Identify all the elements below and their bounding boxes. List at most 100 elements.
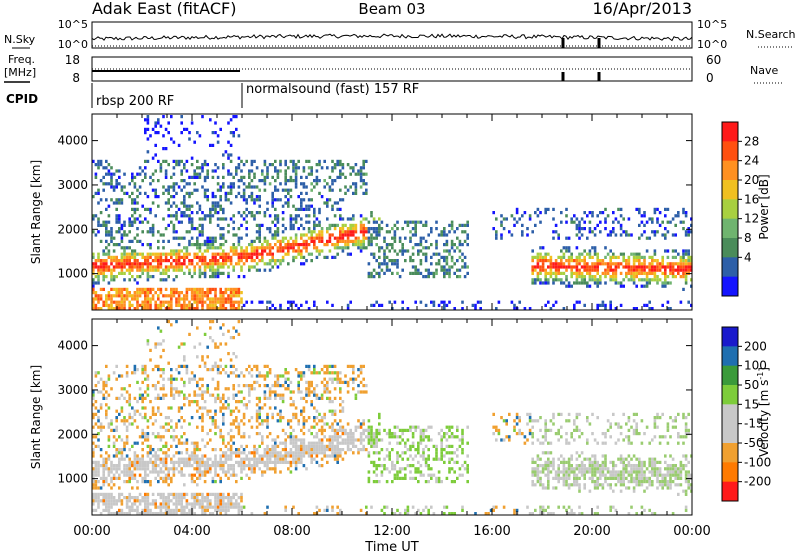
range-gate-cell xyxy=(305,467,308,471)
range-gate-cell xyxy=(162,460,165,464)
range-gate-cell xyxy=(162,239,165,243)
range-gate-cell xyxy=(253,444,256,448)
range-gate-cell xyxy=(105,390,108,394)
range-gate-cell xyxy=(193,502,196,506)
range-gate-cell xyxy=(123,419,126,423)
range-gate-cell xyxy=(690,223,693,227)
range-gate-cell xyxy=(684,281,688,285)
range-gate-cell xyxy=(302,409,306,413)
range-gate-cell xyxy=(185,169,189,173)
range-gate-cell xyxy=(326,217,329,221)
range-gate-cell xyxy=(339,207,342,211)
range-gate-cell xyxy=(258,179,261,183)
range-gate-cell xyxy=(359,438,363,442)
range-gate-cell xyxy=(154,505,157,509)
range-gate-cell xyxy=(154,214,157,218)
range-gate-cell xyxy=(105,259,108,263)
range-gate-cell xyxy=(456,259,459,263)
range-gate-cell xyxy=(292,255,295,259)
range-gate-cell xyxy=(193,175,196,179)
range-gate-cell xyxy=(120,198,124,202)
range-gate-cell xyxy=(375,451,378,455)
range-gate-cell xyxy=(235,287,238,291)
range-gate-cell xyxy=(336,163,339,167)
range-gate-cell xyxy=(302,262,306,266)
range-gate-cell xyxy=(593,246,597,250)
range-gate-cell xyxy=(240,444,243,448)
range-gate-cell xyxy=(417,451,420,455)
range-gate-cell xyxy=(206,198,209,202)
range-gate-cell xyxy=(255,364,259,368)
range-gate-cell xyxy=(112,265,116,269)
range-gate-cell xyxy=(276,412,280,416)
range-gate-cell xyxy=(346,239,350,243)
range-gate-cell xyxy=(339,387,342,391)
range-gate-cell xyxy=(287,243,290,247)
range-gate-cell xyxy=(222,163,225,167)
range-gate-cell xyxy=(294,416,298,420)
range-gate-cell xyxy=(242,303,246,307)
range-gate-cell xyxy=(154,300,157,304)
range-gate-cell xyxy=(500,214,503,218)
range-gate-cell xyxy=(632,259,636,263)
range-gate-cell xyxy=(211,262,215,266)
range-gate-cell xyxy=(302,438,306,442)
range-gate-cell xyxy=(315,179,319,183)
range-gate-cell xyxy=(614,271,618,275)
range-gate-cell xyxy=(141,406,144,410)
range-gate-cell xyxy=(183,496,186,500)
range-gate-cell xyxy=(248,243,251,247)
range-gate-cell xyxy=(331,380,334,384)
range-gate-cell xyxy=(258,223,261,227)
range-gate-cell xyxy=(115,214,118,218)
range-gate-cell xyxy=(240,499,243,503)
range-gate-cell xyxy=(235,329,238,333)
range-gate-cell xyxy=(209,207,212,211)
range-gate-cell xyxy=(157,262,160,266)
range-gate-cell xyxy=(240,300,243,304)
range-gate-cell xyxy=(588,265,592,269)
range-gate-cell xyxy=(149,211,152,215)
range-gate-cell xyxy=(315,422,319,426)
range-gate-cell xyxy=(235,419,238,423)
range-gate-cell xyxy=(183,380,186,384)
range-gate-cell xyxy=(118,467,121,471)
range-gate-cell xyxy=(146,118,150,122)
range-gate-cell xyxy=(268,467,272,471)
range-gate-cell xyxy=(185,441,189,445)
range-gate-cell xyxy=(370,428,373,432)
range-gate-cell xyxy=(326,422,329,426)
range-gate-cell xyxy=(118,287,121,291)
range-gate-cell xyxy=(404,444,407,448)
range-gate-cell xyxy=(279,416,282,420)
range-gate-cell xyxy=(253,464,256,468)
range-gate-cell xyxy=(302,464,306,468)
range-gate-cell xyxy=(206,239,209,243)
range-gate-cell xyxy=(157,448,160,452)
range-gate-cell xyxy=(664,227,667,231)
range-gate-cell xyxy=(190,211,194,215)
range-gate-cell xyxy=(222,499,225,503)
range-gate-cell xyxy=(292,438,295,442)
range-gate-cell xyxy=(339,435,342,439)
range-gate-cell xyxy=(201,169,204,173)
range-gate-cell xyxy=(240,467,243,471)
range-gate-cell xyxy=(250,249,254,253)
range-gate-cell xyxy=(175,502,178,506)
range-gate-cell xyxy=(362,419,365,423)
range-gate-cell xyxy=(339,172,342,176)
range-gate-cell xyxy=(170,380,173,384)
range-gate-cell xyxy=(196,355,199,359)
range-gate-cell xyxy=(193,252,196,256)
range-gate-cell xyxy=(136,467,139,471)
range-gate-cell xyxy=(440,268,443,272)
range-gate-cell xyxy=(188,220,191,224)
range-gate-cell xyxy=(219,400,222,404)
range-gate-cell xyxy=(302,169,306,173)
range-gate-cell xyxy=(263,159,267,163)
range-gate-cell xyxy=(120,470,124,474)
range-gate-cell xyxy=(97,307,100,311)
range-gate-cell xyxy=(333,243,337,247)
range-gate-cell xyxy=(404,259,407,263)
range-gate-cell xyxy=(157,480,160,484)
